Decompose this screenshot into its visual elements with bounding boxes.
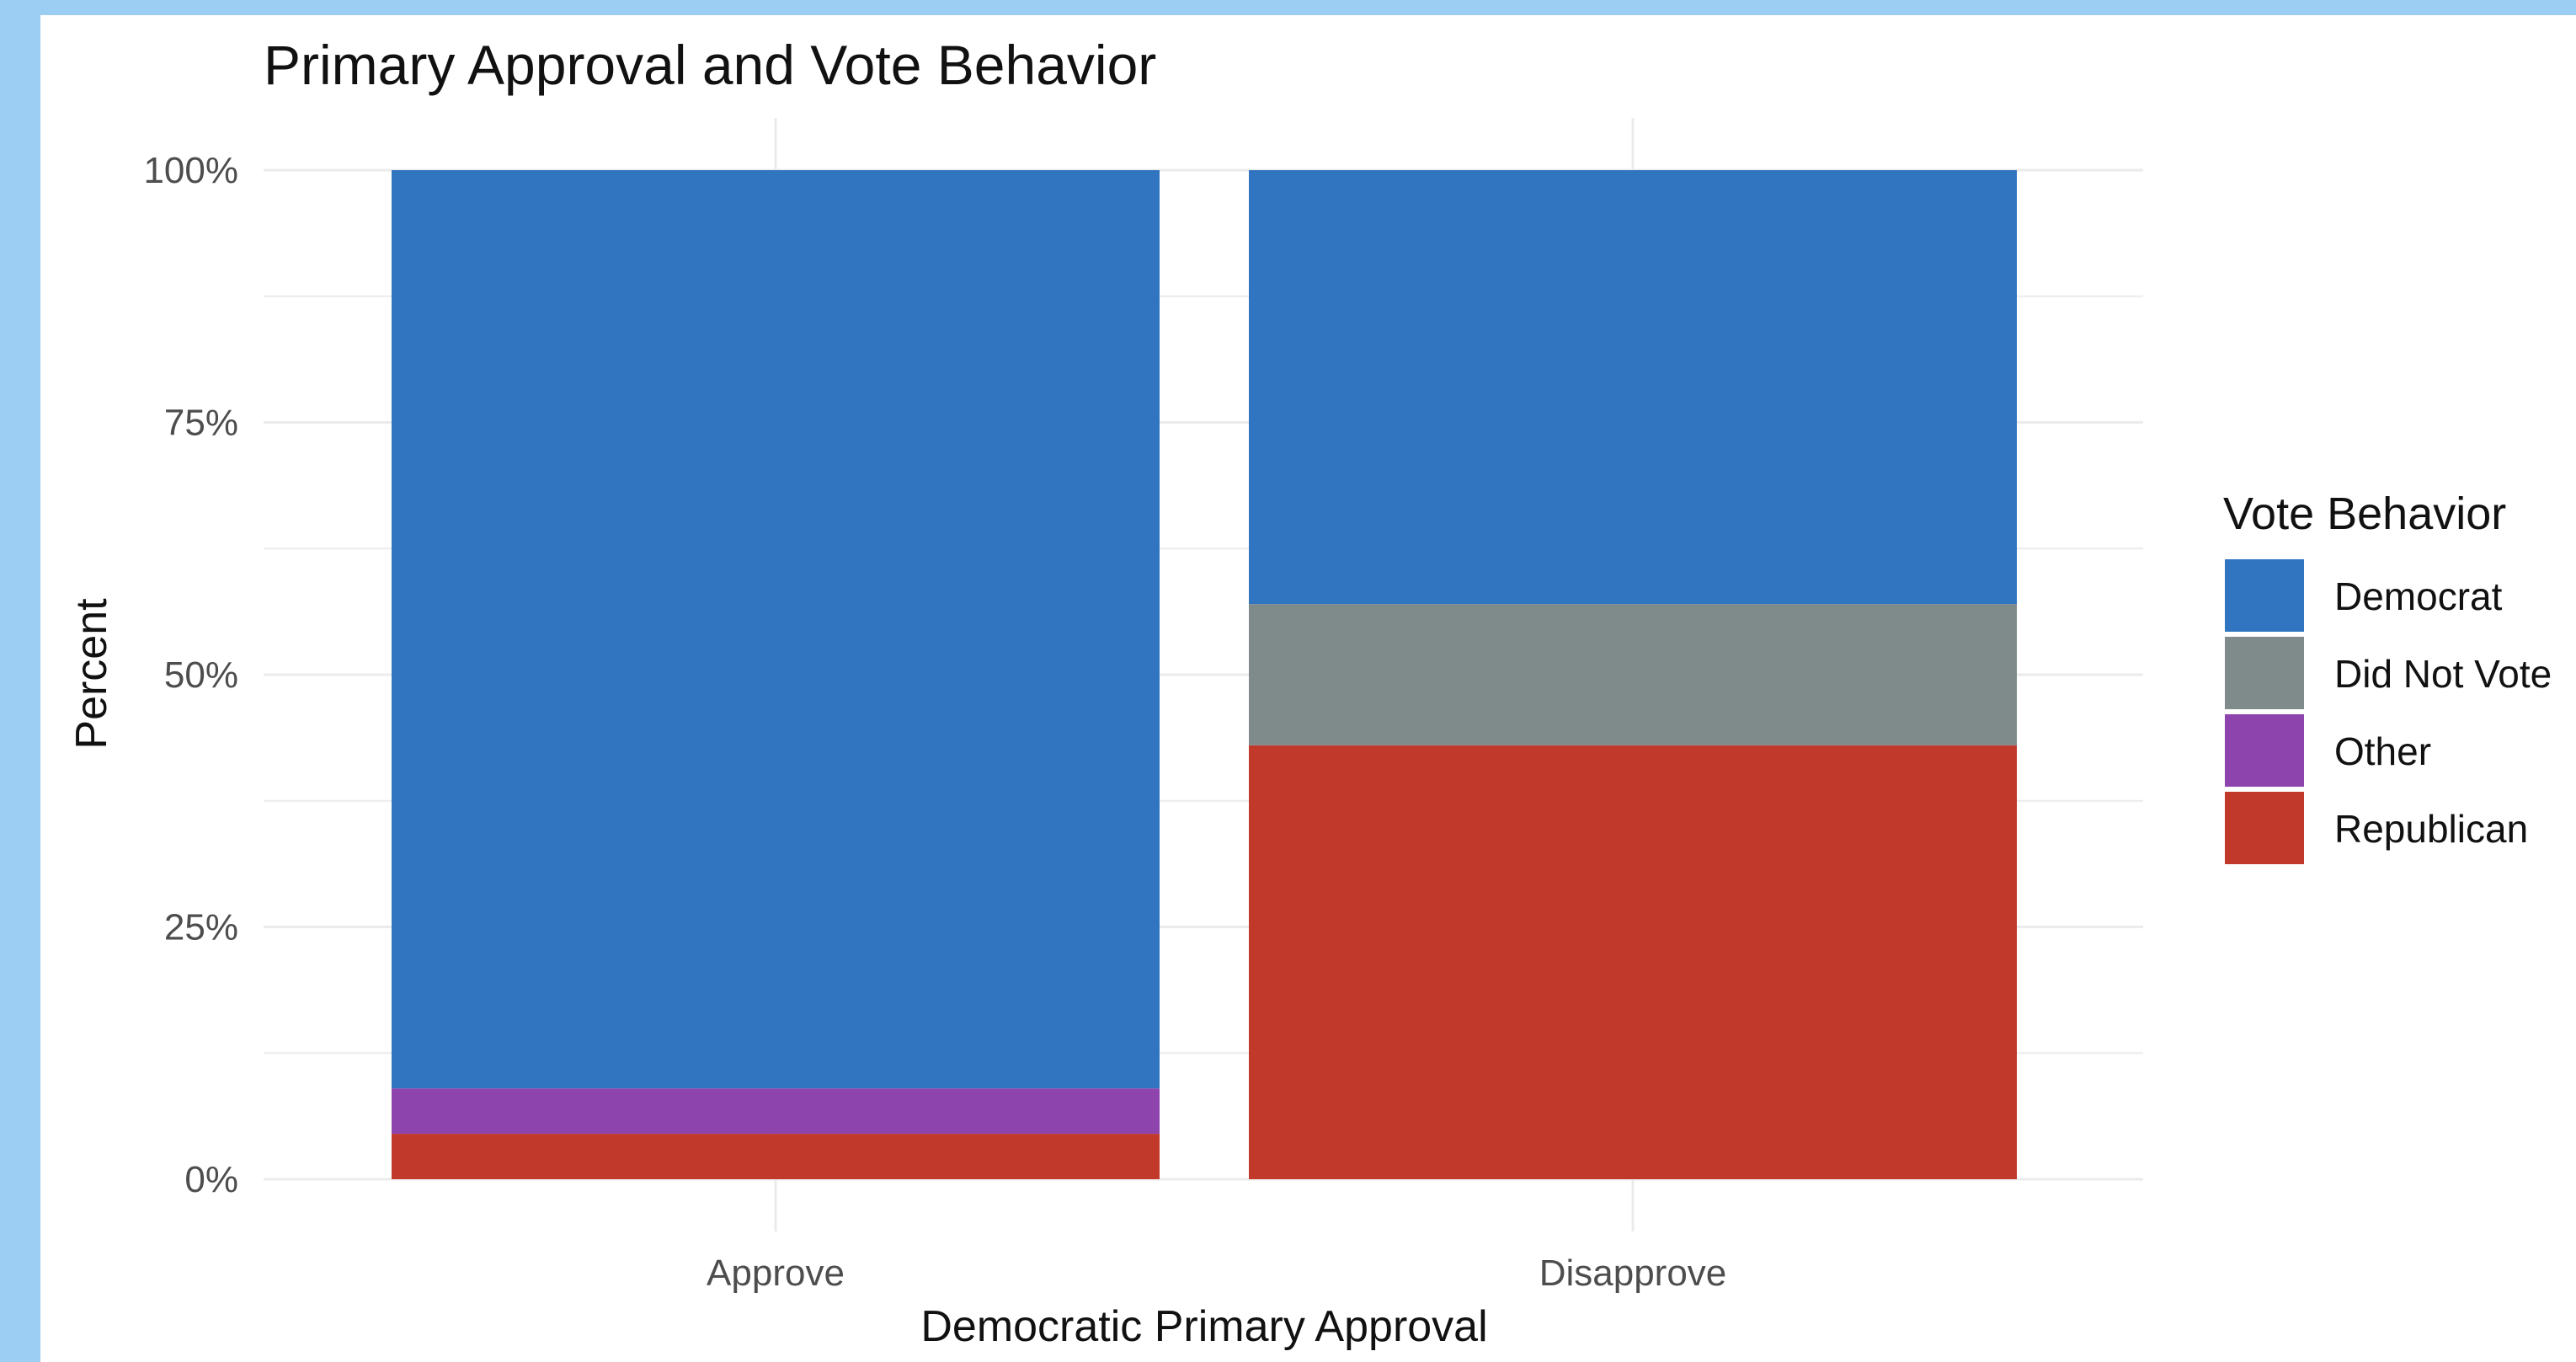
bar-segment-approve-other: [392, 1088, 1160, 1135]
x-tick-label: Approve: [707, 1253, 845, 1294]
legend-swatch: [2225, 714, 2304, 787]
y-tick-label: 100%: [143, 150, 238, 191]
legend-label: Did Not Vote: [2334, 652, 2552, 696]
y-tick-label: 25%: [164, 907, 238, 948]
y-axis-title: Percent: [67, 598, 116, 750]
chart-title: Primary Approval and Vote Behavior: [264, 34, 1156, 96]
x-axis-title: Democratic Primary Approval: [920, 1302, 1487, 1351]
y-tick-label: 75%: [164, 403, 238, 444]
y-tick-label: 50%: [164, 654, 238, 696]
x-tick-label: Disapprove: [1539, 1253, 1727, 1294]
legend-title: Vote Behavior: [2223, 489, 2506, 539]
x-axis-ticks: Approve Disapprove: [707, 1253, 1726, 1294]
bars-layer: [392, 170, 2017, 1179]
y-tick-label: 0%: [184, 1159, 238, 1200]
bar-segment-approve-republican: [392, 1134, 1160, 1179]
bar-segment-disapprove-democrat: [1249, 170, 2017, 605]
legend-swatch: [2225, 559, 2304, 632]
y-axis-ticks: 0% 25% 50% 75% 100%: [143, 150, 238, 1200]
legend-label: Democrat: [2334, 574, 2503, 618]
legend-label: Other: [2334, 729, 2431, 773]
bar-segment-disapprove-republican: [1249, 745, 2017, 1179]
bar-segment-disapprove-did-not-vote: [1249, 604, 2017, 745]
legend-swatch: [2225, 792, 2304, 864]
bar-segment-approve-democrat: [392, 170, 1160, 1089]
legend: Vote Behavior Democrat Did Not Vote Other R…: [2223, 489, 2552, 864]
legend-swatch: [2225, 637, 2304, 709]
legend-label: Republican: [2334, 807, 2528, 851]
